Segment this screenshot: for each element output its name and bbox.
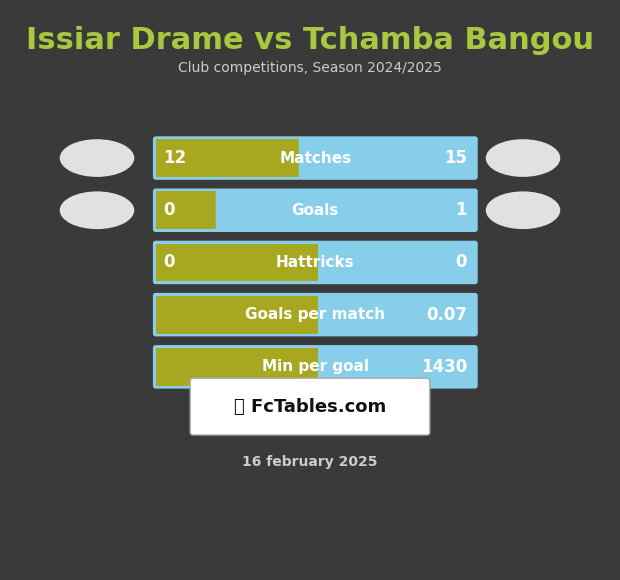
Text: 0: 0 — [164, 201, 175, 219]
FancyBboxPatch shape — [153, 188, 216, 232]
Text: 📊 FcTables.com: 📊 FcTables.com — [234, 397, 386, 416]
Text: 0.07: 0.07 — [426, 306, 467, 324]
Text: 16 february 2025: 16 february 2025 — [242, 455, 378, 469]
Ellipse shape — [485, 139, 560, 177]
FancyBboxPatch shape — [153, 293, 478, 336]
Text: Matches: Matches — [279, 151, 352, 165]
Text: Issiar Drame vs Tchamba Bangou: Issiar Drame vs Tchamba Bangou — [26, 26, 594, 55]
Text: 1430: 1430 — [421, 358, 467, 376]
FancyBboxPatch shape — [153, 136, 299, 180]
Bar — [156, 348, 475, 386]
FancyBboxPatch shape — [153, 136, 478, 180]
Ellipse shape — [60, 139, 135, 177]
FancyBboxPatch shape — [153, 293, 318, 336]
FancyBboxPatch shape — [153, 345, 318, 389]
Text: Goals: Goals — [291, 203, 339, 218]
Text: 15: 15 — [444, 149, 467, 167]
Ellipse shape — [60, 191, 135, 229]
Text: Goals per match: Goals per match — [246, 307, 386, 322]
Text: 0: 0 — [456, 253, 467, 271]
FancyBboxPatch shape — [153, 241, 318, 284]
FancyBboxPatch shape — [153, 345, 478, 389]
Text: 12: 12 — [164, 149, 187, 167]
Ellipse shape — [485, 191, 560, 229]
Text: Hattricks: Hattricks — [276, 255, 355, 270]
Bar — [156, 244, 475, 281]
Bar — [156, 139, 475, 177]
FancyBboxPatch shape — [153, 241, 478, 284]
FancyBboxPatch shape — [153, 188, 478, 232]
Text: 1: 1 — [456, 201, 467, 219]
Text: Min per goal: Min per goal — [262, 360, 369, 374]
FancyBboxPatch shape — [190, 378, 430, 435]
Bar — [156, 296, 475, 334]
Text: Club competitions, Season 2024/2025: Club competitions, Season 2024/2025 — [178, 61, 442, 75]
Bar — [156, 191, 475, 229]
Text: 0: 0 — [164, 253, 175, 271]
